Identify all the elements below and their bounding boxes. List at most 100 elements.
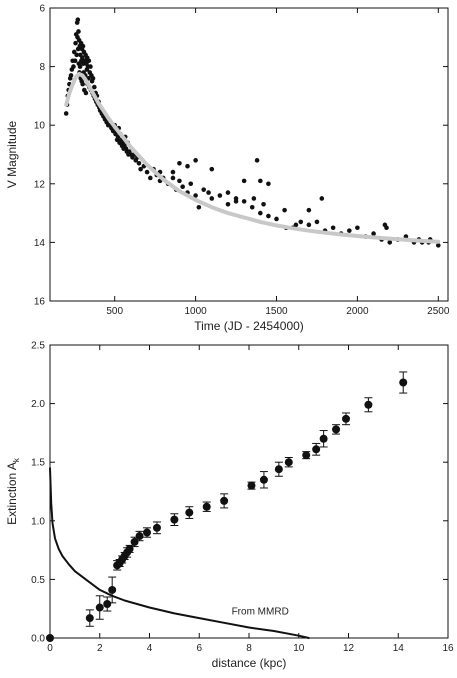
lightcurve-data-point (384, 225, 389, 231)
lightcurve-data-point (68, 73, 74, 78)
lightcurve-data-point (206, 190, 211, 195)
lightcurve-data-point (71, 64, 76, 69)
extinction-x-tick-label: 10 (293, 643, 305, 654)
lightcurve-data-point (241, 178, 247, 184)
extinction-x-tick-label: 2 (97, 643, 103, 654)
extinction-y-tick-label: 1.5 (31, 458, 45, 469)
lightcurve-data-point (251, 196, 257, 201)
lightcurve-data-point (347, 228, 352, 233)
lightcurve-data-point (177, 178, 182, 184)
extinction-x-tick-label: 4 (147, 643, 153, 654)
extinction-data-point (259, 475, 268, 484)
extinction-data-point (185, 508, 194, 517)
lightcurve-data-point (170, 175, 176, 181)
lightcurve-data-point (193, 158, 198, 163)
lightcurve-data-point (225, 202, 231, 207)
extinction-data-point (85, 614, 94, 623)
lightcurve-data-point (403, 234, 409, 239)
lightcurve-data-point (274, 216, 279, 222)
lightcurve-y-axis-label-text: V Magnitude (5, 120, 19, 188)
lightcurve-data-point (209, 166, 215, 172)
extinction-x-axis-label: distance (kpc) (212, 656, 287, 670)
lightcurve-data-point (88, 64, 93, 69)
lightcurve-data-point (83, 90, 89, 96)
lightcurve-data-point (233, 199, 239, 204)
extinction-data-point (202, 502, 211, 511)
lightcurve-data-point (258, 178, 263, 184)
extinction-data-point (152, 523, 161, 532)
extinction-annotation: From MMRD (232, 607, 289, 618)
extinction-data-point (46, 634, 54, 642)
lightcurve-data-point (177, 160, 182, 166)
lightcurve-data-point (201, 187, 206, 192)
extinction-x-tick-label: 16 (442, 643, 454, 654)
extinction-data-point (247, 481, 256, 490)
lightcurve-data-point (80, 81, 85, 87)
extinction-x-tick-label: 0 (47, 643, 53, 654)
lightcurve-data-point (75, 17, 81, 23)
lightcurve-panel (49, 7, 449, 302)
extinction-data-point (135, 532, 144, 541)
lightcurve-data-point (355, 225, 360, 231)
extinction-y-tick-label: 0.0 (31, 634, 45, 645)
lightcurve-x-tick-label: 500 (106, 306, 123, 317)
lightcurve-data-point (330, 225, 336, 231)
lightcurve-model-curve (64, 71, 441, 244)
extinction-data-point (95, 603, 104, 612)
lightcurve-data-point (74, 52, 79, 58)
extinction-y-tick-label: 2.0 (31, 399, 45, 410)
extinction-data-point (319, 434, 328, 443)
lightcurve-x-tick-label: 1500 (265, 306, 288, 317)
lightcurve-data-point (180, 184, 185, 190)
lightcurve-data-point (225, 190, 231, 195)
lightcurve-data-point (387, 240, 393, 245)
lightcurve-data-point (63, 111, 69, 116)
lightcurve-data-point (314, 219, 320, 225)
lightcurve-data-point (249, 204, 255, 210)
extinction-data-point (302, 451, 311, 460)
extinction-data-point (130, 537, 139, 546)
lightcurve-plot-frame (49, 7, 449, 302)
extinction-x-tick-label: 14 (393, 643, 405, 654)
lightcurve-data-point (435, 243, 441, 248)
extinction-data-point (103, 600, 112, 609)
lightcurve-data-point (92, 84, 97, 90)
lightcurve-data-point (258, 210, 263, 216)
lightcurve-data-point (254, 158, 260, 163)
extinction-data-point (312, 445, 321, 454)
lightcurve-data-point (371, 231, 376, 236)
lightcurve-data-point (148, 175, 153, 181)
lightcurve-data-point (282, 207, 287, 213)
lightcurve-x-axis-label: Time (JD - 2454000) (194, 319, 304, 333)
extinction-data-point (399, 378, 408, 387)
extinction-y-tick-label: 2.5 (31, 341, 45, 352)
lightcurve-data-point (306, 207, 312, 213)
extinction-x-tick-label: 12 (343, 643, 355, 654)
lightcurve-data-point (144, 169, 150, 175)
lightcurve-data-point (293, 222, 299, 228)
extinction-y-axis-label: Extinction Ak (5, 457, 21, 525)
lightcurve-data-point (266, 213, 271, 219)
lightcurve-data-point (306, 222, 312, 228)
extinction-data-point (274, 465, 283, 474)
lightcurve-data-point (193, 193, 198, 198)
extinction-y-axis-label-subscript: k (12, 457, 21, 462)
lightcurve-y-tick-label: 16 (34, 297, 46, 308)
lightcurve-x-tick-label: 1000 (184, 306, 207, 317)
lightcurve-data-point (188, 181, 194, 187)
lightcurve-data-point (209, 196, 215, 201)
extinction-y-axis-label-text: Extinction A (5, 462, 19, 525)
lightcurve-y-tick-label: 8 (39, 62, 45, 73)
extinction-y-tick-label: 1.0 (31, 516, 45, 527)
lightcurve-data-point (136, 160, 142, 166)
lightcurve-data-point (76, 29, 81, 34)
lightcurve-data-point (77, 64, 83, 69)
extinction-panel (46, 344, 449, 642)
extinction-data-point (332, 425, 341, 434)
lightcurve-data-point (73, 40, 78, 46)
extinction-data-point (284, 458, 293, 467)
lightcurve-y-tick-label: 12 (34, 179, 46, 190)
lightcurve-data-point (80, 43, 86, 49)
lightcurve-y-tick-label: 6 (39, 4, 45, 15)
